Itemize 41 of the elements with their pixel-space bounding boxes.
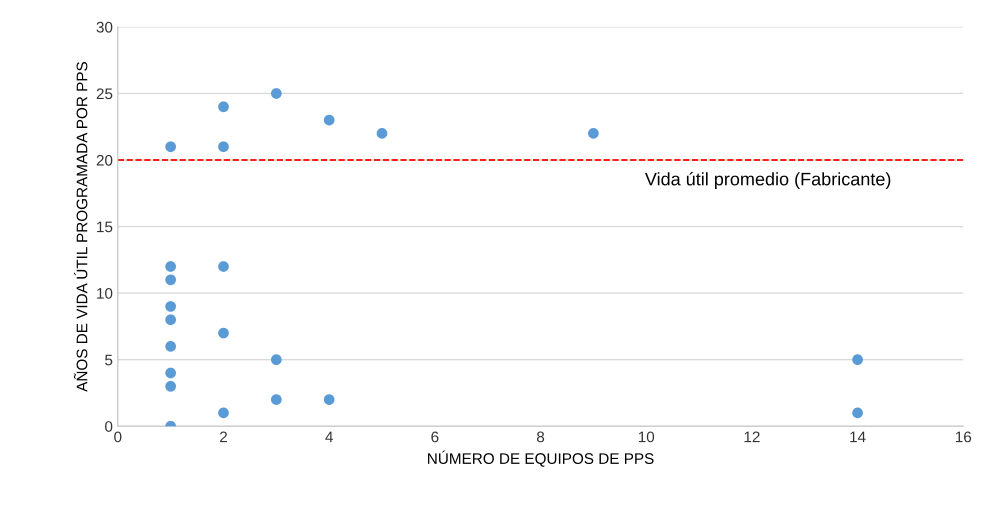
x-tick-label: 10 [638, 431, 654, 442]
point [165, 301, 176, 312]
point [165, 141, 176, 152]
point [218, 141, 229, 152]
point [165, 261, 176, 272]
point [376, 128, 388, 139]
y-tick-label: 0 [105, 421, 112, 432]
point [852, 354, 863, 366]
x-tick-label: 16 [956, 431, 972, 442]
point [218, 101, 229, 112]
point [270, 354, 282, 366]
point [324, 114, 335, 126]
point [218, 261, 229, 272]
point [270, 88, 282, 99]
point [852, 408, 863, 418]
point [324, 394, 335, 405]
point [165, 380, 176, 392]
x-tick-label: 0 [114, 431, 122, 442]
y-tick-label: 30 [96, 22, 112, 33]
x-tick-label: 4 [325, 432, 333, 442]
x-tick-label: 14 [850, 432, 866, 442]
x-tick-label: 6 [431, 431, 438, 442]
x-tick-label: 12 [744, 431, 760, 442]
point [270, 394, 282, 405]
y-tick-label: 25 [96, 88, 112, 100]
y-tick-label: 20 [96, 154, 112, 166]
y-tick-label: 10 [97, 288, 112, 299]
x-axis-title: NÚMERO DE EQUIPOS DE PPS [428, 450, 654, 467]
point [165, 314, 176, 326]
point [218, 328, 229, 338]
y-tick-label: 5 [105, 354, 112, 366]
y-tick-label: 15 [97, 222, 112, 232]
y-axis-title: AÑOS DE VIDA ÚTIL PROGRAMADA POR PPS [74, 62, 88, 392]
point [588, 128, 599, 139]
x-tick-label: 8 [536, 431, 544, 442]
point [165, 368, 176, 378]
point [165, 274, 176, 286]
point [165, 341, 176, 352]
point [218, 408, 229, 418]
ref-line-label: Vida útil promedio (Fabricante) [644, 172, 890, 190]
x-tick-label: 2 [220, 431, 227, 442]
